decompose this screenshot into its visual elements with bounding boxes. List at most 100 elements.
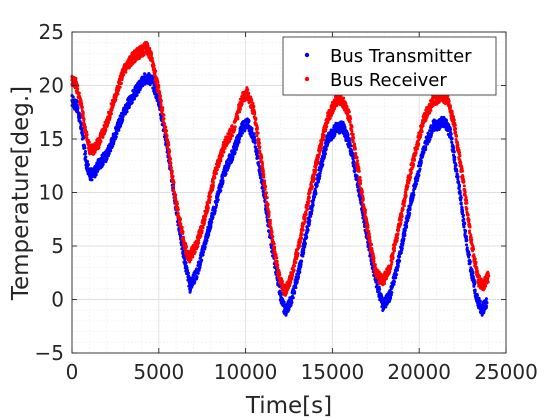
data-point: [109, 148, 113, 152]
data-point-key: [381, 303, 385, 307]
data-point-key: [440, 121, 444, 125]
data-point: [254, 117, 258, 121]
data-point-key: [466, 249, 470, 253]
data-point-key: [150, 78, 154, 82]
data-point: [86, 163, 90, 167]
data-point: [200, 258, 204, 262]
data-point: [330, 138, 334, 142]
data-point: [296, 254, 300, 258]
data-point: [464, 229, 468, 233]
data-point: [390, 290, 394, 294]
data-point: [77, 111, 81, 115]
data-point-key: [414, 180, 418, 184]
data-point: [101, 162, 105, 166]
data-point: [380, 295, 384, 299]
data-point: [303, 216, 307, 220]
data-point: [261, 164, 265, 168]
data-point: [314, 168, 318, 172]
data-point: [275, 256, 279, 260]
data-point: [112, 103, 116, 107]
data-point: [278, 273, 282, 277]
data-point: [186, 271, 190, 275]
data-point: [221, 176, 225, 180]
data-point: [250, 131, 254, 135]
data-point: [312, 198, 316, 202]
data-point: [478, 299, 482, 303]
data-point: [119, 81, 123, 85]
data-point: [198, 265, 202, 269]
data-point: [206, 206, 210, 210]
data-point: [358, 175, 362, 179]
data-point: [165, 129, 169, 133]
data-point-key: [240, 126, 244, 130]
data-point: [83, 152, 87, 156]
data-point: [167, 143, 171, 147]
data-point: [484, 297, 488, 301]
data-point: [220, 184, 224, 188]
data-point: [179, 217, 182, 221]
data-point: [174, 193, 178, 197]
data-point: [300, 236, 304, 240]
data-point: [213, 211, 217, 215]
data-point: [197, 238, 201, 242]
data-point: [301, 228, 305, 232]
data-point: [403, 229, 407, 233]
data-point: [304, 212, 308, 216]
data-point: [125, 110, 129, 114]
data-point: [169, 157, 173, 161]
data-point: [199, 234, 203, 238]
data-point: [324, 127, 328, 131]
data-point: [351, 152, 355, 155]
data-point: [315, 184, 319, 188]
data-point: [207, 220, 211, 224]
data-point: [170, 170, 174, 174]
data-point-key: [195, 271, 199, 275]
data-point: [274, 252, 278, 256]
data-point: [207, 232, 211, 236]
data-point: [310, 207, 314, 211]
data-point: [193, 280, 197, 284]
data-point: [231, 154, 235, 158]
data-point: [290, 298, 294, 302]
data-point: [299, 240, 303, 244]
data-point-key: [252, 137, 256, 141]
data-point: [223, 146, 227, 150]
data-point: [276, 263, 280, 267]
data-point: [122, 73, 126, 77]
data-point: [452, 150, 456, 154]
data-point: [174, 197, 178, 201]
data-point: [287, 308, 291, 312]
data-point: [324, 147, 328, 151]
data-point: [422, 151, 426, 155]
data-point: [350, 125, 354, 129]
data-point: [169, 166, 173, 170]
data-point: [116, 92, 120, 96]
data-point: [172, 180, 176, 184]
data-point-key: [231, 150, 236, 154]
data-point-key: [245, 120, 249, 124]
data-point: [238, 137, 242, 141]
data-point-key: [122, 109, 126, 113]
data-point-key: [299, 259, 303, 263]
data-point: [310, 185, 314, 189]
data-point: [168, 150, 172, 154]
data-point: [333, 132, 337, 136]
data-point: [83, 125, 87, 129]
data-point: [262, 173, 266, 177]
data-point: [114, 135, 118, 139]
data-point: [456, 175, 460, 179]
data-point: [305, 235, 309, 239]
data-point: [459, 196, 463, 200]
data-point: [219, 159, 223, 163]
data-point: [392, 280, 396, 284]
data-point: [320, 141, 324, 145]
data-point: [403, 232, 407, 236]
data-point: [418, 167, 422, 171]
data-point: [83, 146, 87, 150]
data-point: [90, 178, 94, 182]
data-point: [243, 129, 247, 133]
data-point: [312, 176, 316, 180]
data-point: [117, 128, 121, 132]
data-point: [74, 76, 78, 80]
data-point: [289, 281, 293, 285]
